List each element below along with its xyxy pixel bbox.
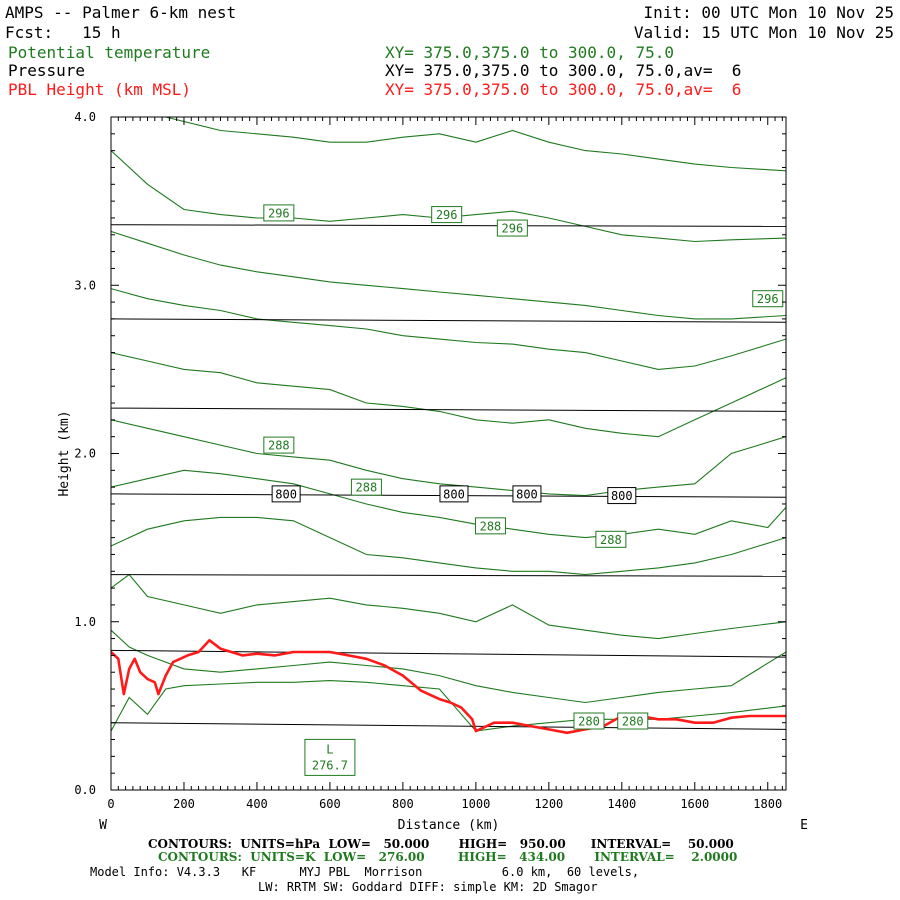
pressure-contour-650 (111, 407, 786, 412)
pressure-label-0-box (271, 485, 301, 503)
pressure-label-1-box (439, 485, 469, 503)
low-marker-letter: L (326, 742, 333, 756)
theta-label-1: 296 (436, 208, 458, 222)
y-tick-label-3: 3.0 (74, 278, 96, 292)
theta-label-5: 288 (356, 481, 378, 495)
x-tick-label-9: 1800 (753, 797, 782, 811)
theta-label-3-box (752, 290, 784, 308)
x-tick-label-6: 1200 (534, 797, 563, 811)
x-tick-label-1: 200 (173, 797, 195, 811)
pressure-contour-750 (111, 224, 786, 227)
field3-xy: XY= 375.0,375.0 to 300.0, 75.0,av= 6 (385, 80, 742, 99)
pressure-contour-700 (111, 318, 786, 323)
pressure-label-3: 800 (611, 489, 633, 503)
theta-contour-9 (111, 150, 786, 243)
x-tick-label-8: 1600 (680, 797, 709, 811)
theta-label-5-box (350, 478, 382, 496)
model-info: Model Info: V4.3.3 KF MYJ PBL Morrison 6… (90, 865, 640, 879)
field2-name: Pressure (8, 61, 86, 80)
field1-xy: XY= 375.0,375.0 to 300.0, 75.0 (385, 43, 674, 62)
pressure-label-2-box (512, 485, 542, 503)
theta-contour-4 (111, 469, 786, 539)
field2-xy: XY= 375.0,375.0 to 300.0, 75.0,av= 6 (385, 61, 742, 80)
x-axis-label: Distance (km) (398, 818, 500, 833)
theta-label-2: 296 (502, 222, 524, 236)
field3-name: PBL Height (km MSL) (8, 80, 192, 99)
theta-contour-7 (111, 288, 786, 370)
y-tick-label-0: 0.0 (74, 783, 96, 797)
theta-label-1-box (431, 206, 463, 224)
theta-label-7: 288 (600, 533, 622, 547)
valid-time: Valid: 15 UTC Mon 10 Nov 25 (633, 23, 894, 42)
theta-label-2-box (496, 219, 528, 237)
field1-name: Potential temperature (8, 43, 211, 62)
pressure-label-2: 800 (516, 487, 538, 501)
theta-label-0: 296 (268, 206, 290, 220)
low-marker-value: 276.7 (312, 758, 348, 772)
x-tick-label-7: 1400 (607, 797, 636, 811)
pressure-label-1: 800 (443, 487, 465, 501)
x-tick-label-4: 800 (392, 797, 414, 811)
theta-contour-1 (111, 629, 786, 704)
pressure-label-3-box (607, 487, 637, 505)
theta-contour-10 (165, 117, 786, 172)
x-tick-label-3: 600 (319, 797, 341, 811)
y-tick-label-4: 4.0 (74, 110, 96, 124)
theta-contour-3 (111, 516, 786, 576)
theta-contour-info: CONTOURS: UNITS=K LOW= 276.00 HIGH= 434.… (158, 850, 738, 864)
theta-contour-2 (111, 573, 786, 640)
theta-label-6-box (474, 517, 506, 535)
physics-info: LW: RRTM SW: Goddard DIFF: simple KM: 2D… (258, 880, 598, 894)
pressure-label-0: 800 (275, 487, 297, 501)
west-end-label: W (99, 818, 107, 833)
east-end-label: E (800, 818, 808, 833)
theta-label-8-box (573, 712, 605, 730)
theta-label-4-box (263, 436, 295, 454)
theta-contour-5 (111, 419, 786, 497)
theta-label-4: 288 (268, 439, 290, 453)
theta-label-9-box (617, 712, 649, 730)
x-tick-label-2: 400 (246, 797, 268, 811)
pressure-contour-info: CONTOURS: UNITS=hPa LOW= 50.000 HIGH= 95… (148, 837, 734, 851)
init-time: Init: 00 UTC Mon 10 Nov 25 (643, 3, 894, 22)
theta-label-8: 280 (578, 715, 600, 729)
y-tick-label-1: 1.0 (74, 615, 96, 629)
x-tick-label-0: 0 (107, 797, 114, 811)
theta-label-3: 296 (757, 292, 779, 306)
low-marker-box (304, 738, 356, 776)
y-tick-label-2: 2.0 (74, 447, 96, 461)
pressure-contour-950 (111, 722, 786, 730)
theta-contour-8 (111, 230, 786, 320)
theta-label-7-box (595, 530, 627, 548)
model-title: AMPS -- Palmer 6-km nest (5, 3, 237, 22)
x-tick-label-5: 1000 (461, 797, 490, 811)
pressure-contour-850 (111, 574, 786, 577)
forecast-hour: Fcst: 15 h (5, 23, 121, 42)
theta-contour-6 (111, 352, 786, 438)
theta-label-9: 280 (622, 715, 644, 729)
pressure-contour-900 (111, 649, 786, 658)
theta-label-0-box (263, 204, 295, 222)
y-axis-label: Height (km) (57, 410, 72, 496)
theta-label-6: 288 (480, 519, 502, 533)
